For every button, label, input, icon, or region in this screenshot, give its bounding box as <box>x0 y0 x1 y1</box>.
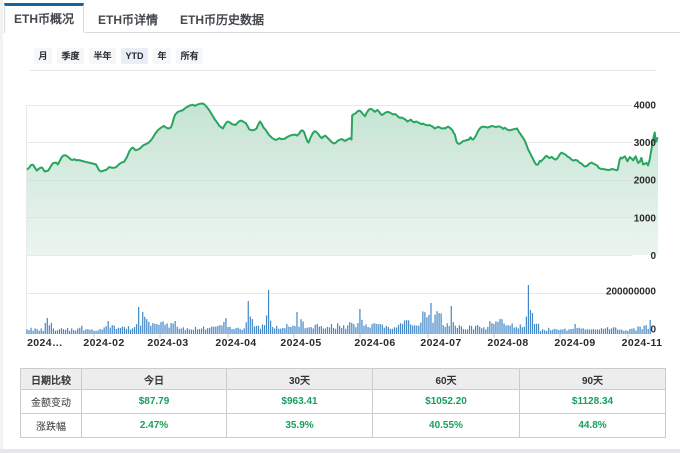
svg-text:0: 0 <box>650 251 656 262</box>
svg-text:0: 0 <box>650 325 656 336</box>
svg-text:2024-11: 2024-11 <box>622 337 663 349</box>
svg-text:2024-06: 2024-06 <box>354 337 395 349</box>
svg-text:1000: 1000 <box>634 214 657 225</box>
svg-text:2024-08: 2024-08 <box>487 337 528 349</box>
svg-text:2024-05: 2024-05 <box>280 337 321 349</box>
svg-text:3000: 3000 <box>634 138 657 149</box>
svg-text:2024-09: 2024-09 <box>554 337 595 349</box>
svg-text:2024…: 2024… <box>27 337 63 349</box>
svg-text:2024-02: 2024-02 <box>83 337 124 349</box>
svg-text:2024-04: 2024-04 <box>215 337 256 349</box>
svg-text:200000000: 200000000 <box>606 287 656 298</box>
svg-text:4000: 4000 <box>634 101 657 112</box>
svg-text:2024-03: 2024-03 <box>147 337 188 349</box>
svg-text:2024-07: 2024-07 <box>420 337 461 349</box>
svg-text:2000: 2000 <box>634 176 657 187</box>
